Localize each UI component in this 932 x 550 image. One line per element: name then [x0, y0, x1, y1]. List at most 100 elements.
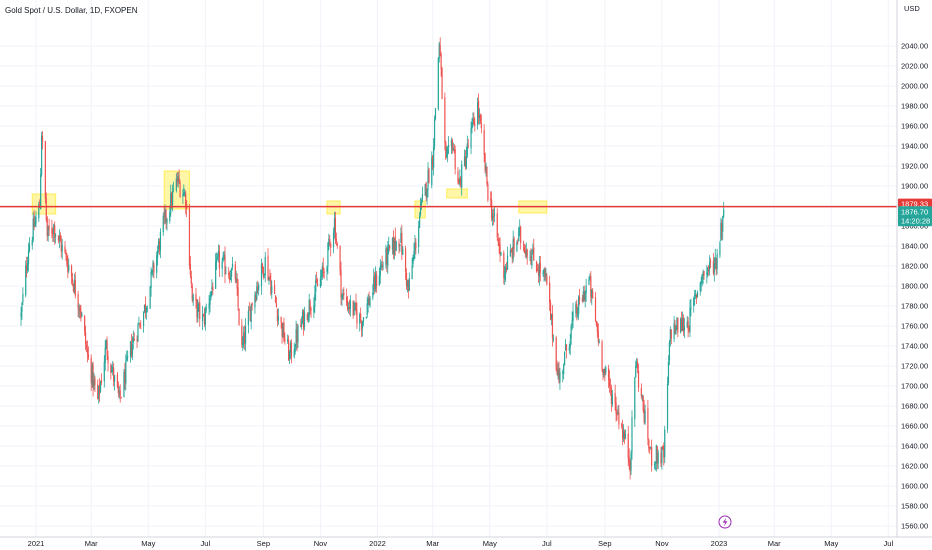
candle: [260, 258, 263, 295]
candle: [21, 301, 23, 320]
candle: [369, 295, 371, 308]
candle: [31, 236, 33, 250]
candle: [595, 320, 598, 327]
price-axis[interactable]: 2040.00 2020.00 2000.00 1980.00 1960.00 1940.…: [901, 42, 928, 531]
horizontal-line-price: 1879.33: [901, 200, 928, 209]
candle: [701, 273, 703, 287]
candle: [596, 321, 598, 338]
candle: [356, 302, 358, 329]
candle: [341, 293, 343, 307]
candle: [143, 304, 146, 314]
y-tick-label: 1720.00: [901, 362, 928, 371]
candle: [395, 240, 397, 252]
x-tick-label: Jul: [542, 539, 552, 548]
candle: [163, 207, 165, 225]
candle: [117, 381, 119, 398]
candle: [471, 117, 473, 134]
candle: [385, 244, 387, 269]
candle: [132, 330, 134, 350]
lightning-icon[interactable]: [718, 515, 732, 529]
candle: [231, 256, 234, 271]
candle: [314, 285, 316, 314]
candle: [562, 369, 564, 383]
x-tick-label: May: [824, 539, 838, 548]
candle: [578, 288, 581, 305]
candle: [54, 221, 56, 245]
candle: [133, 332, 135, 342]
candle: [138, 316, 140, 325]
highlight-zone[interactable]: [326, 200, 341, 215]
candle: [189, 256, 191, 279]
candle: [688, 325, 690, 333]
candle: [464, 150, 467, 170]
candle: [714, 248, 716, 270]
candle: [208, 295, 210, 316]
candle: [360, 320, 363, 338]
candle: [470, 121, 472, 155]
candle: [234, 261, 236, 284]
candle: [158, 238, 161, 255]
candle: [65, 249, 67, 261]
candle: [564, 339, 567, 351]
candle: [656, 445, 658, 470]
candle: [420, 198, 423, 210]
candle: [209, 292, 211, 313]
candle: [536, 263, 539, 272]
candle: [94, 375, 96, 393]
candle: [660, 446, 662, 467]
x-tick-label: Jul: [884, 539, 894, 548]
candle: [523, 243, 525, 254]
candle: [365, 316, 367, 319]
candle: [211, 279, 213, 297]
candle: [605, 365, 607, 376]
candle: [504, 265, 506, 285]
candle: [287, 334, 289, 344]
candle: [113, 362, 115, 387]
candle: [308, 293, 310, 323]
candle: [545, 268, 547, 282]
candle: [359, 312, 361, 332]
y-tick-label: 1560.00: [901, 522, 928, 531]
candle: [288, 335, 290, 361]
candle: [549, 299, 552, 321]
candle: [317, 278, 319, 287]
grid: [0, 0, 897, 537]
candle: [492, 208, 495, 226]
candle: [531, 249, 533, 270]
candle: [623, 429, 626, 444]
candle: [183, 184, 185, 196]
candle: [123, 369, 125, 398]
candle: [558, 361, 560, 384]
candle: [223, 251, 225, 261]
candle: [156, 251, 158, 279]
candle: [97, 379, 99, 400]
candle: [184, 188, 186, 197]
candle: [584, 290, 586, 308]
candle: [302, 308, 304, 324]
candle: [190, 270, 192, 289]
candle: [690, 298, 692, 317]
candle: [413, 242, 415, 261]
time-axis[interactable]: 2021 Mar May Jul Sep Nov 2022 Mar May Jul Sep Nov 20…: [28, 539, 894, 548]
bar-countdown: 14:20:28: [901, 216, 930, 225]
candle: [146, 305, 148, 313]
highlight-zone[interactable]: [31, 193, 57, 215]
highlight-zone[interactable]: [446, 188, 468, 199]
highlight-zones: [31, 170, 548, 219]
candle: [84, 314, 86, 336]
candle: [202, 313, 205, 317]
candle: [330, 241, 332, 257]
candle: [230, 269, 232, 281]
candle: [53, 223, 55, 242]
y-tick-label: 1820.00: [901, 262, 928, 271]
candle: [680, 317, 682, 334]
candle: [411, 257, 413, 280]
candle: [131, 336, 133, 361]
candle: [703, 271, 705, 280]
candle: [676, 316, 678, 330]
candle: [263, 273, 265, 279]
candle: [166, 217, 168, 231]
candle: [680, 311, 683, 332]
candle: [172, 181, 175, 193]
